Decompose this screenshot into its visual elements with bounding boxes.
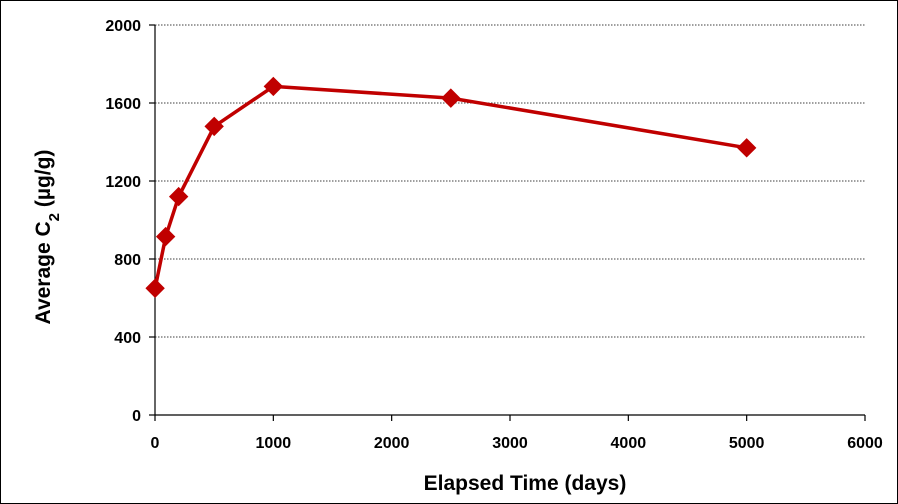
x-tick-label-6000: 6000 [847,435,883,452]
y-axis-title: Average C2 (µg/g) [32,150,63,325]
axes [149,24,866,421]
x-tick-labels: 0 1000 2000 3000 4000 5000 6000 [151,435,883,452]
x-tick-label-1000: 1000 [256,435,292,452]
series-layer [145,76,757,298]
x-tick-label-4000: 4000 [611,435,647,452]
series-0-point-0 [145,278,165,298]
y-axis-title-main: Average C [32,221,55,324]
series-0-point-1 [155,226,176,247]
series-0-point-3 [204,116,224,137]
gridlines [155,24,865,338]
y-tick-label-1600: 1600 [105,96,141,113]
x-tick-label-0: 0 [151,435,160,452]
series-0-line [153,84,747,289]
x-axis-title: Elapsed Time (days) [424,472,627,495]
x-tick-label-3000: 3000 [492,435,528,452]
y-axis-title-unit: (µg/g) [32,150,55,213]
y-tick-label-800: 800 [114,252,141,269]
y-tick-label-0: 0 [132,408,141,425]
y-tick-label-1200: 1200 [105,174,141,191]
y-tick-label-2000: 2000 [105,18,141,35]
series-0-point-4 [263,76,284,97]
y-tick-labels: 0 400 800 1200 1600 2000 [105,18,141,425]
y-axis-title-subscript: 2 [46,213,63,221]
series-0-point-6 [736,138,757,158]
x-tick-label-5000: 5000 [729,435,765,452]
x-tick-label-2000: 2000 [374,435,410,452]
y-tick-label-400: 400 [114,330,141,347]
series-0-point-5 [441,88,461,108]
series-0-point-2 [168,186,189,207]
